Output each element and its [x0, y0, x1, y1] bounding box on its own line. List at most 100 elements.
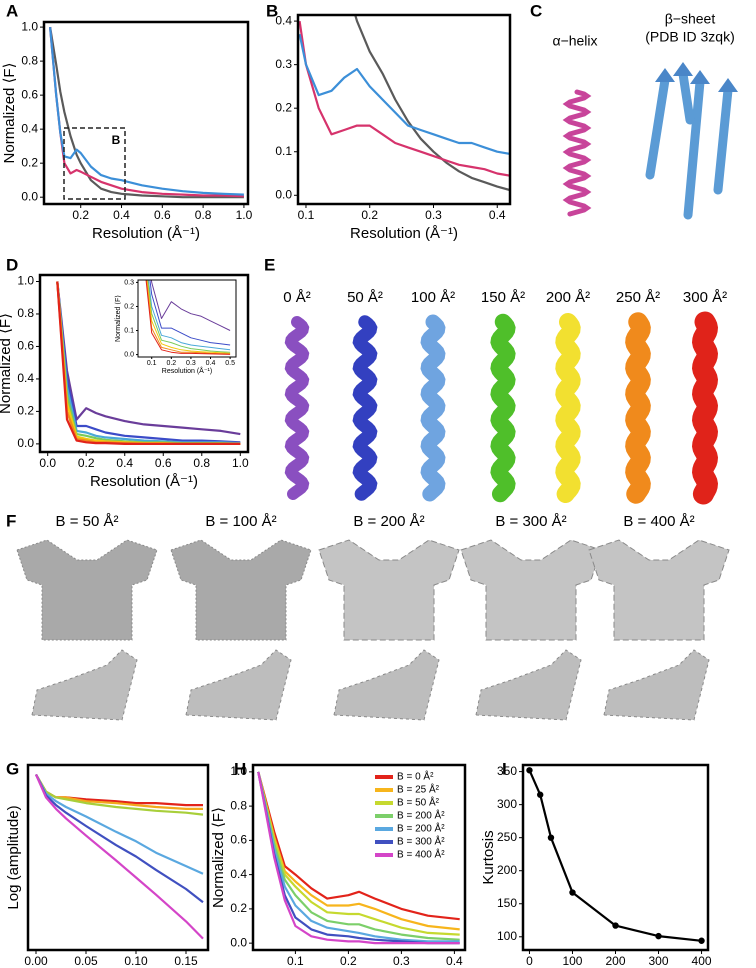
inset-background: [138, 280, 236, 357]
x-tick-label: 0.4: [446, 954, 463, 968]
series-line: [35, 773, 204, 816]
plot-frame: [42, 20, 250, 206]
density-map: [170, 539, 312, 641]
series-line: [56, 281, 241, 436]
caption: B = 50 Å²: [56, 513, 119, 530]
panel-label: I: [502, 759, 507, 778]
x-tick-label: 100: [562, 954, 582, 968]
y-tick-label: 300: [497, 797, 517, 811]
panel-label: C: [530, 1, 542, 20]
caption: (PDB ID 3zqk): [645, 29, 734, 45]
caption: B = 100 Å²: [205, 513, 276, 530]
y-tick-label: 0.2: [21, 155, 38, 169]
helix-map: [555, 313, 581, 503]
y-tick-label: 0.1: [124, 327, 134, 334]
y-tick-label: 0.0: [275, 187, 292, 201]
helix-map: [420, 314, 446, 502]
helix-map: [284, 316, 310, 500]
x-tick-label: 0.8: [193, 456, 210, 470]
series-group: [49, 26, 244, 199]
y-tick-label: 150: [497, 896, 517, 910]
data-point: [526, 767, 533, 774]
y-tick-label: 0.8: [17, 306, 34, 320]
plot-frame: [26, 763, 210, 952]
y-tick-label: 0.8: [21, 53, 38, 67]
density-map: [460, 539, 602, 641]
beta-arrowhead: [655, 68, 675, 82]
plot-frame: [521, 763, 710, 952]
y-tick-label: 0.0: [17, 436, 34, 450]
beta-strand: [678, 69, 695, 125]
density-slice: [185, 649, 292, 721]
panel: 0.000.050.100.15d⁻² (Å⁻²)Log (amplitude)…: [5, 759, 210, 968]
density-slice: [603, 649, 710, 721]
density-map: [16, 539, 158, 641]
x-tick-label: 0.2: [78, 456, 95, 470]
x-tick-label: 0.3: [393, 954, 410, 968]
x-tick-label: 0.4: [113, 208, 130, 222]
plot-frame: [251, 763, 467, 952]
helix-map: [490, 313, 516, 503]
y-axis-label: Log (amplitude): [5, 805, 22, 909]
series-line: [56, 281, 241, 445]
y-axis-label: Normalized ⟨F⟩: [210, 807, 227, 908]
y-axis-label: Normalized ⟨F⟩: [114, 295, 122, 342]
x-tick-label: 400: [692, 954, 712, 968]
x-axis-label: Resolution (Å⁻¹): [350, 225, 458, 242]
density-map: [588, 539, 730, 641]
y-tick-label: 0.3: [124, 279, 134, 286]
density-map: [318, 539, 460, 641]
y-axis-label: Kurtosis: [480, 830, 497, 884]
series-line: [257, 771, 460, 921]
y-tick-label: 100: [497, 929, 517, 943]
data-point: [655, 932, 662, 940]
panel-label: G: [6, 759, 19, 778]
series-line: [146, 280, 231, 354]
caption: β−sheet: [665, 11, 716, 27]
x-tick-label: 0.10: [124, 954, 148, 968]
beta-strand: [645, 75, 670, 180]
panel: 0.2 0.4 0.6 0.8 1.0 0.0 0.2 0.4 0.6 0.8 1.0 Resolut…: [1, 1, 253, 241]
alpha-helix: [562, 89, 592, 217]
series-line: [257, 771, 460, 941]
caption: 300 Å²: [683, 289, 727, 306]
legend-label: B = 0 Å²: [397, 770, 434, 783]
zoom-box: [63, 127, 126, 200]
panel-label: F: [6, 511, 16, 530]
y-axis-label: Normalized ⟨F⟩: [1, 63, 18, 164]
x-tick-label: 0.1: [287, 954, 304, 968]
caption: 50 Å²: [347, 289, 383, 306]
y-tick-label: 0.0: [230, 935, 247, 949]
y-tick-label: 1.0: [230, 764, 247, 778]
x-tick-label: 0.2: [166, 360, 176, 367]
density-slice: [333, 649, 440, 721]
x-tick-label: 0.6: [154, 208, 171, 222]
series-group: [56, 281, 241, 445]
y-tick-label: 0.0: [21, 189, 38, 203]
beta-strand: [713, 85, 733, 195]
x-tick-label: 0.6: [155, 456, 172, 470]
y-tick-label: 1.0: [21, 19, 38, 33]
plot-frame: [38, 273, 250, 454]
y-tick-label: 250: [497, 830, 517, 844]
x-tick-label: 300: [649, 954, 669, 968]
x-tick-label: 0.5: [225, 360, 235, 367]
x-tick-label: 0.2: [340, 954, 357, 968]
series-line: [298, 20, 510, 177]
density-slice: [31, 649, 138, 721]
series-line: [354, 15, 510, 192]
series-line: [35, 773, 204, 875]
y-tick-label: 0.4: [17, 371, 34, 385]
x-tick-label: 0.2: [361, 208, 378, 222]
x-tick-label: 0.3: [186, 360, 196, 367]
helix-map: [691, 311, 719, 505]
y-tick-label: 0.6: [21, 87, 38, 101]
x-axis-label: Resolution (Å⁻¹): [92, 225, 200, 242]
x-tick-label: 0.8: [195, 208, 212, 222]
x-tick-label: 200: [605, 954, 625, 968]
series-line: [49, 27, 244, 196]
panel-label: A: [6, 1, 18, 20]
